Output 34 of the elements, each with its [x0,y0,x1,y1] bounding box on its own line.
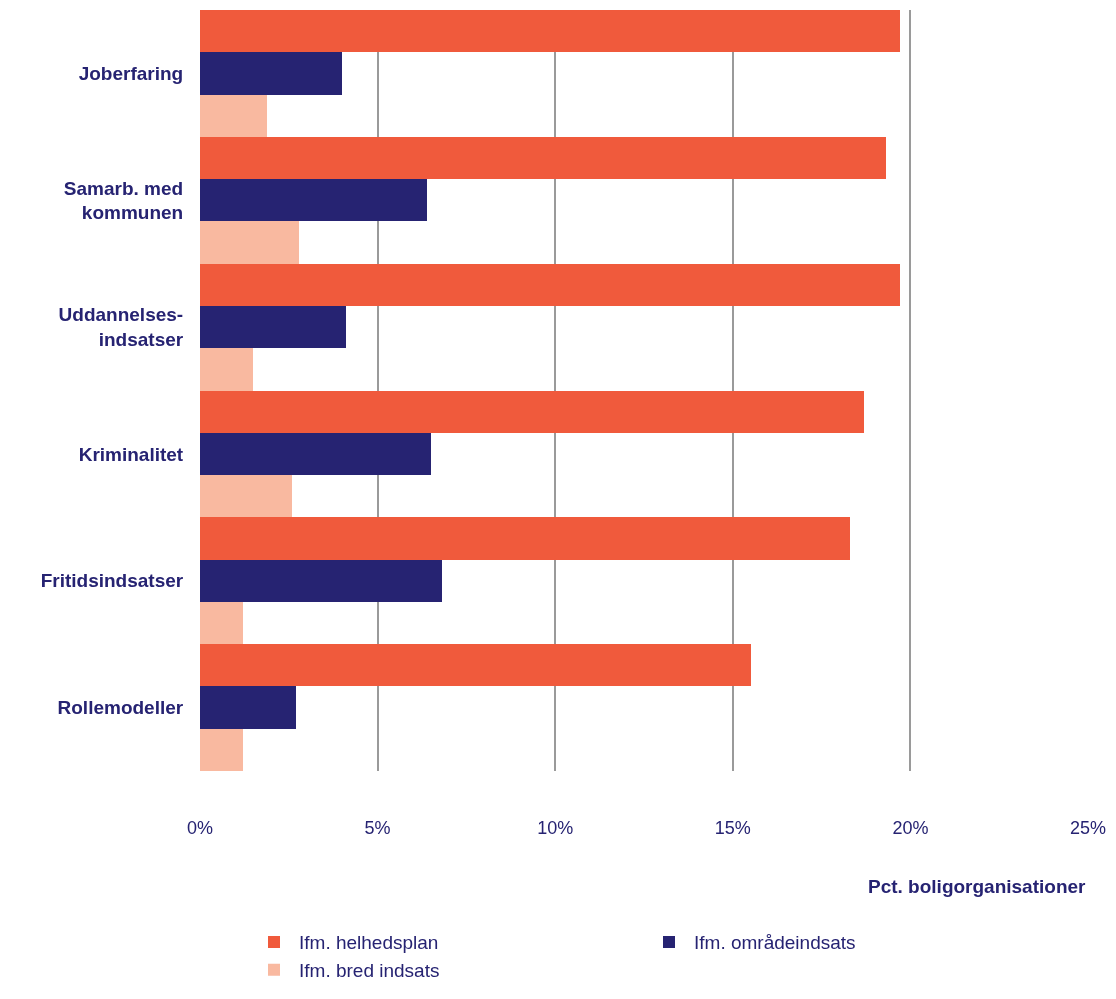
bar [200,264,900,306]
y-tick-label: Fritidsindsatser [40,570,184,592]
y-tick-label: Rollemodeller [57,697,184,719]
bar [200,560,442,602]
bar [200,644,751,686]
bar [200,348,253,391]
y-tick-label: Kriminalitet [78,443,184,465]
bar [200,179,427,221]
bar [200,137,886,179]
bar [200,602,243,644]
bar [200,475,292,517]
y-tick-label: Samarb. med kommunen [63,177,184,224]
x-tick-label: 10% [537,817,574,838]
x-axis-title: Pct. boligorganisationer [868,876,1087,897]
bar [200,306,346,348]
x-tick-label: 25% [1069,817,1107,838]
bar [200,95,267,137]
x-tick-label: 20% [892,817,929,838]
x-tick-label: 0% [186,817,214,838]
bar [200,433,431,475]
x-tick-label: 5% [364,817,391,838]
bar [200,52,342,95]
bar [200,686,296,729]
legend-label: Ifm. bred indsats [299,960,440,982]
bar [200,729,243,771]
bar [200,221,299,264]
legend-label: Ifm. områdeindsats [694,932,856,954]
y-tick-label: Uddannelses- indsatser [58,304,184,351]
bar [200,391,864,433]
legend-label: Ifm. helhedsplan [299,932,439,954]
x-tick-label: 15% [714,817,751,838]
y-tick-label: Joberfaring [78,63,184,85]
bar [200,10,900,52]
bar [200,517,850,560]
